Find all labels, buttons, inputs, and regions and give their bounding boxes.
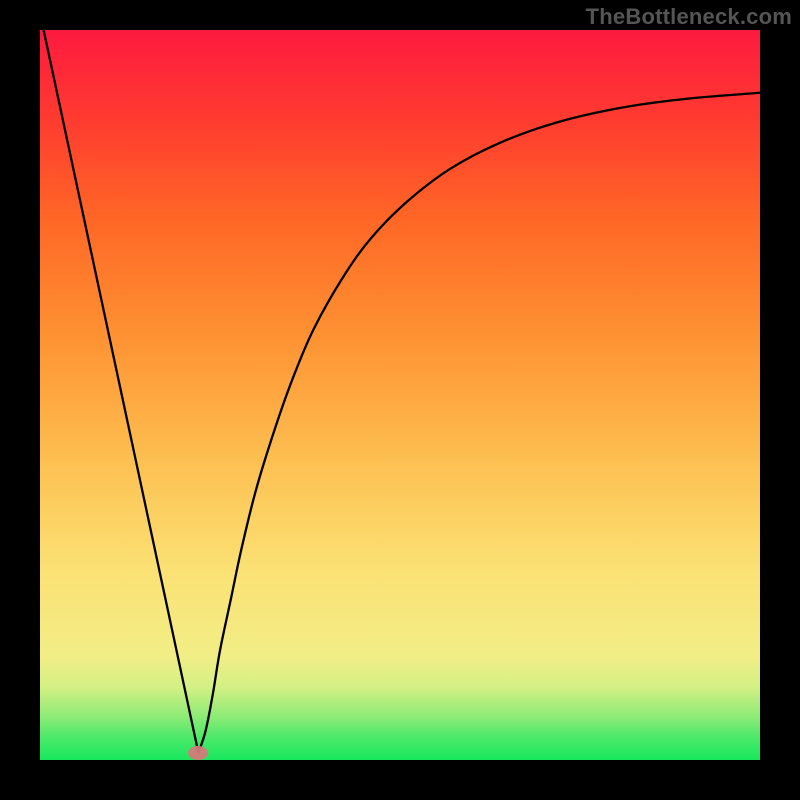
watermark-text: TheBottleneck.com <box>586 4 792 30</box>
chart-frame: { "watermark": "TheBottleneck.com", "plo… <box>0 0 800 800</box>
dip-marker <box>188 746 208 760</box>
curve-layer <box>40 30 760 760</box>
plot-area <box>40 30 760 760</box>
bottleneck-curve <box>44 30 760 753</box>
